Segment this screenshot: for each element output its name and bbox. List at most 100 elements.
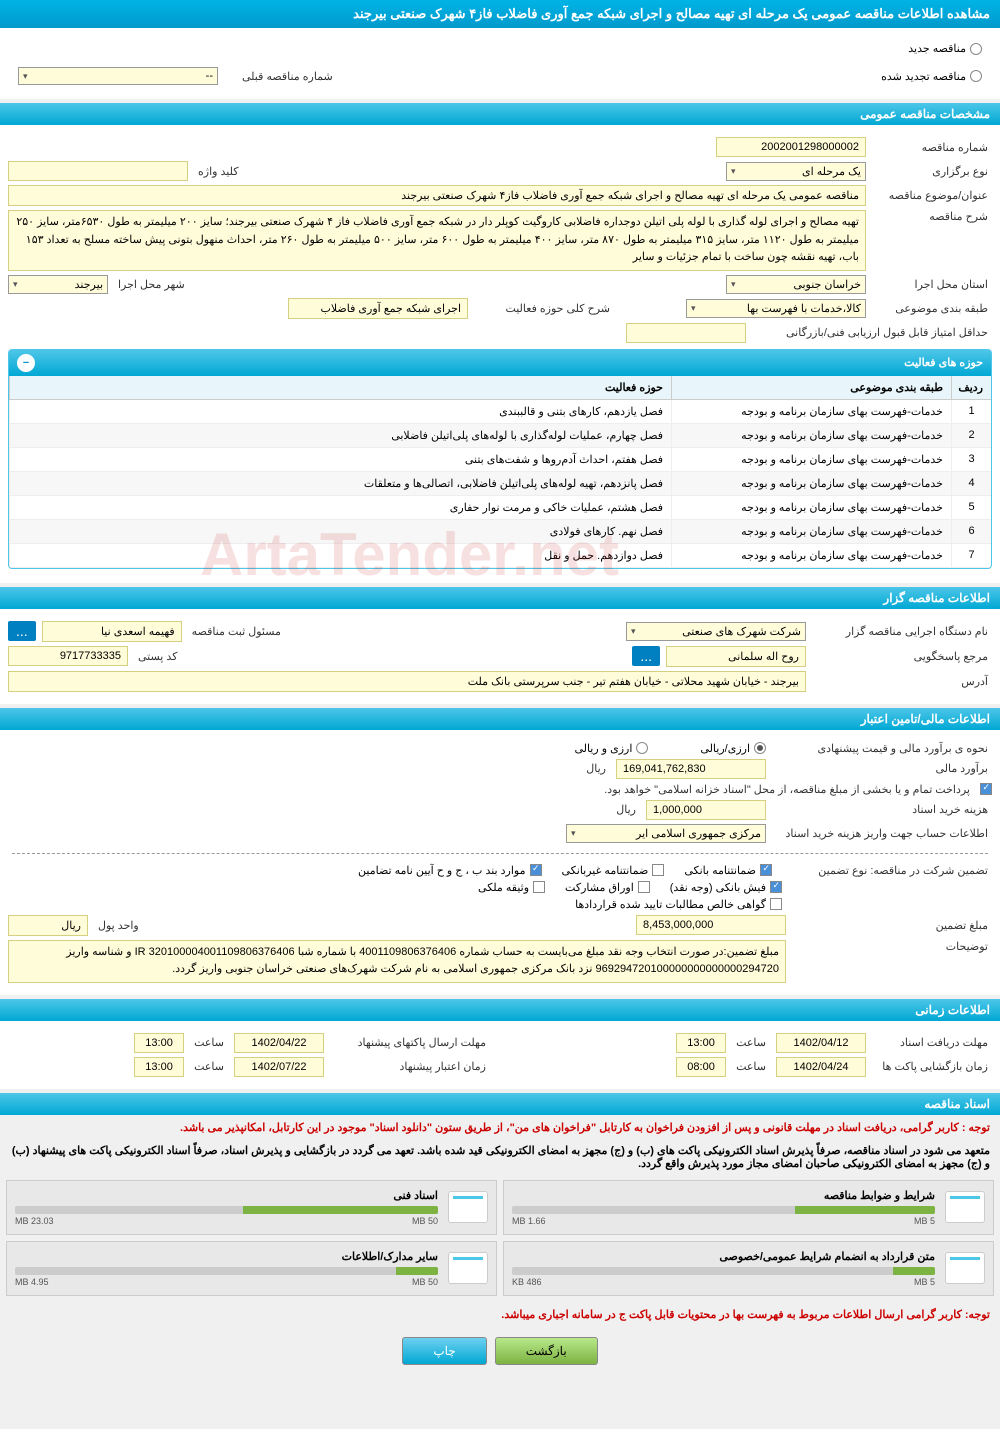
checkbox-icon [652,864,664,876]
file-sizes: 5 MB486 KB [512,1277,935,1287]
chk-bank-guarantee[interactable]: ضمانتنامه بانکی [684,864,772,877]
reg-officer-label: مسئول ثبت مناقصه [188,625,285,638]
radio-arzi[interactable]: ارزی و ریالی [574,742,648,755]
category-select[interactable]: کالا،خدمات با فهرست بها ▾ [686,299,866,318]
checkbox-icon [760,864,772,876]
chk-nonbank-guarantee[interactable]: ضمانتنامه غیربانکی [562,864,665,877]
note-pricelist: توجه: کاربر گرامی ارسال اطلاعات مربوط به… [0,1302,1000,1327]
min-score-value[interactable] [626,323,746,343]
file-box[interactable]: سایر مدارک/اطلاعات 50 MB4.95 MB [6,1241,497,1296]
more-contact-button[interactable]: ... [632,646,660,666]
estimate-value: 169,041,762,830 [616,759,766,779]
unit-rial: ریال [612,803,640,816]
file-details: شرایط و ضوابط مناقصه 5 MB1.66 MB [512,1189,935,1226]
collapse-icon[interactable]: − [17,354,35,372]
city-select[interactable]: بیرجند ▾ [8,275,108,294]
radio-icon [636,742,648,754]
note-download: توجه : کاربر گرامی، دریافت اسناد در مهلت… [0,1115,1000,1140]
dropdown-value: کالا،خدمات با فهرست بها [747,302,861,315]
activity-desc-label: شرح کلی حوزه فعالیت [474,302,614,315]
contact-label: مرجع پاسخگویی [812,650,992,663]
cell-idx: 5 [951,496,991,519]
radio-arzi-riyali[interactable]: ارزی/ریالی [700,742,766,755]
cell-field: فصل چهارم، عملیات لوله‌گذاری با لوله‌های… [9,424,671,447]
payment-note-checkbox[interactable] [980,783,992,795]
col-field: حوزه فعالیت [9,376,671,399]
progress-bar [15,1206,438,1214]
chk-securities[interactable]: اوراق مشارکت [565,881,650,894]
cell-category: خدمات-فهرست بهای سازمان برنامه و بودجه [671,424,951,447]
money-unit-label: واحد پول [94,919,143,932]
postal-label: کد پستی [134,650,181,663]
chevron-down-icon: ▾ [13,279,18,290]
print-button[interactable]: چاپ [402,1337,486,1365]
cell-category: خدمات-فهرست بهای سازمان برنامه و بودجه [671,544,951,567]
proposal-deadline-label: مهلت ارسال پاکتهای پیشنهاد [330,1036,490,1049]
chk-receivables[interactable]: گواهی خالص مطالبات تایید شده قراردادها [575,898,782,911]
divider [12,853,988,854]
chevron-down-icon: ▾ [571,828,576,839]
file-sizes: 50 MB4.95 MB [15,1277,438,1287]
table-row: 3 خدمات-فهرست بهای سازمان برنامه و بودجه… [9,448,991,472]
file-box[interactable]: اسناد فنی 50 MB23.03 MB [6,1180,497,1235]
doc-deadline-time: 13:00 [676,1033,726,1053]
cell-category: خدمات-فهرست بهای سازمان برنامه و بودجه [671,520,951,543]
validity-label: زمان اعتبار پیشنهاد [330,1060,490,1073]
reg-officer-value: فهیمه اسعدی نیا [42,621,182,642]
checkbox-icon [530,864,542,876]
prev-number-select[interactable]: -- ▾ [18,67,218,85]
file-sizes: 50 MB23.03 MB [15,1216,438,1226]
time-label: ساعت [190,1036,228,1049]
radio-renewed-tender[interactable]: مناقصه تجدید شده [881,70,982,83]
validity-time: 13:00 [134,1057,184,1077]
money-unit-value: ریال [8,915,88,936]
cell-idx: 7 [951,544,991,567]
cell-idx: 3 [951,448,991,471]
cell-category: خدمات-فهرست بهای سازمان برنامه و بودجه [671,448,951,471]
doc-fee-value: 1,000,000 [646,800,766,820]
chk-property[interactable]: وثیقه ملکی [478,881,545,894]
return-button[interactable]: بازگشت [495,1337,598,1365]
checkbox-icon [770,898,782,910]
table-row: 1 خدمات-فهرست بهای سازمان برنامه و بودجه… [9,400,991,424]
progress-bar [15,1267,438,1275]
prev-number-label: شماره مناقصه قبلی [238,70,337,83]
chk-bank-receipt[interactable]: فیش بانکی (وجه نقد) [670,881,782,894]
cell-category: خدمات-فهرست بهای سازمان برنامه و بودجه [671,472,951,495]
proposal-deadline-date: 1402/04/22 [234,1033,324,1053]
province-label: استان محل اجرا [872,278,992,291]
keyword-label: کلید واژه [194,165,242,178]
guarantee-amount-value: 8,453,000,000 [636,915,786,935]
unit-rial: ریال [582,762,610,775]
radio-new-tender[interactable]: مناقصه جدید [908,42,982,55]
subject-label: عنوان/موضوع مناقصه [872,189,992,202]
more-officer-button[interactable]: ... [8,621,36,641]
chk-items-bjv[interactable]: موارد بند ب ، ج و ح آیین نامه تضامین [358,864,541,877]
progress-bar [512,1206,935,1214]
file-box[interactable]: متن قرارداد به انضمام شرایط عمومی/خصوصی … [503,1241,994,1296]
keyword-value[interactable] [8,161,188,181]
chevron-down-icon: ▾ [731,166,736,177]
note-esign: متعهد می شود در اسناد مناقصه، صرفاً پذیر… [0,1140,1000,1174]
contact-value: روح اله سلمانی [666,646,806,667]
type-select[interactable]: یک مرحله ای ▾ [726,162,866,181]
section-tenderer-header: اطلاعات مناقصه گزار [0,587,1000,609]
radio-label: مناقصه تجدید شده [881,70,966,83]
folder-icon [448,1191,488,1223]
col-category: طبقه بندی موضوعی [671,376,951,399]
org-select[interactable]: شرکت شهرک های صنعتی ▾ [626,622,806,641]
file-title: شرایط و ضوابط مناقصه [512,1189,935,1202]
folder-icon [945,1252,985,1284]
file-box[interactable]: شرایط و ضوابط مناقصه 5 MB1.66 MB [503,1180,994,1235]
tender-no-value: 2002001298000002 [716,137,866,157]
address-value: بیرجند - خیابان شهید محلاتی - خیابان هفت… [8,671,806,692]
chevron-down-icon: ▾ [631,626,636,637]
bank-info-select[interactable]: مرکزی جمهوری اسلامی ایر ▾ [566,824,766,843]
type-label: نوع برگزاری [872,165,992,178]
doc-fee-label: هزینه خرید اسناد [772,803,992,816]
cell-field: فصل دوازدهم. حمل و نقل [9,544,671,567]
opening-date: 1402/04/24 [776,1057,866,1077]
checkbox-icon [770,881,782,893]
province-select[interactable]: خراسان جنوبی ▾ [726,275,866,294]
address-label: آدرس [812,675,992,688]
